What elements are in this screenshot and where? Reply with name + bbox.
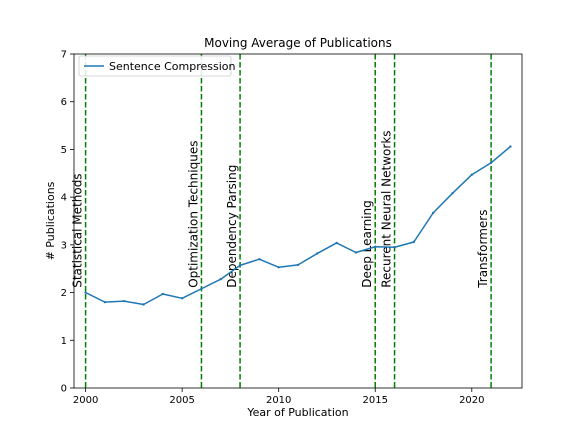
x-tick-label: 2015 (363, 395, 388, 406)
y-tick-label: 3 (61, 240, 67, 251)
plot-frame (73, 53, 523, 389)
data-point (393, 246, 396, 249)
chart-title: Moving Average of Publications (204, 36, 392, 50)
data-point (200, 287, 203, 290)
y-tick-label: 0 (61, 384, 67, 395)
data-point (219, 278, 222, 281)
data-point (142, 303, 145, 306)
legend: Sentence Compression (78, 55, 235, 77)
x-tick-label: 2000 (73, 395, 98, 406)
x-tick-label: 2005 (169, 395, 194, 406)
data-point (412, 240, 416, 244)
data-point (451, 192, 454, 195)
annotation-label: Recurent Neural Networks (380, 130, 394, 287)
data-point (103, 300, 107, 304)
data-point (431, 211, 435, 215)
axis-ticks: 2000 2005 2010 2015 2020 0 1 2 3 4 5 6 7 (61, 50, 485, 407)
data-point (258, 257, 261, 261)
annotation-label: Transformers (476, 210, 490, 289)
y-tick-label: 4 (61, 193, 67, 204)
y-axis-label: # Publications (44, 181, 57, 260)
data-point (374, 245, 377, 248)
x-tick-label: 2010 (266, 395, 291, 406)
y-tick-label: 5 (61, 145, 67, 156)
y-tick-label: 7 (61, 50, 67, 61)
legend-box (78, 55, 232, 77)
x-tick-label: 2020 (459, 395, 484, 406)
annotation-label: Dependency Parsing (225, 165, 239, 288)
data-point (123, 299, 126, 303)
data-point (470, 173, 473, 176)
y-tick-label: 1 (61, 336, 67, 347)
annotation-label: Optimization Techniques (186, 141, 200, 288)
data-point (509, 145, 512, 148)
data-point (84, 291, 87, 294)
data-point (161, 292, 165, 296)
x-axis-label: Year of Publication (246, 406, 348, 419)
data-point (296, 263, 300, 267)
y-tick-label: 2 (61, 288, 67, 299)
data-point (180, 297, 184, 300)
annotation-label: Statistical Methods (71, 173, 85, 287)
data-point (489, 161, 493, 164)
legend-entry: Sentence Compression (109, 60, 235, 73)
data-point (277, 266, 280, 269)
series-group (84, 145, 512, 306)
data-point (238, 264, 242, 267)
data-point (316, 252, 319, 255)
data-point (335, 241, 338, 245)
annotation-label: Deep Learning (360, 200, 374, 288)
annotation-lines: Statistical Methods Optimization Techniqu… (71, 54, 492, 388)
axes (73, 53, 523, 389)
y-tick-label: 6 (61, 97, 67, 108)
data-point (354, 251, 358, 254)
